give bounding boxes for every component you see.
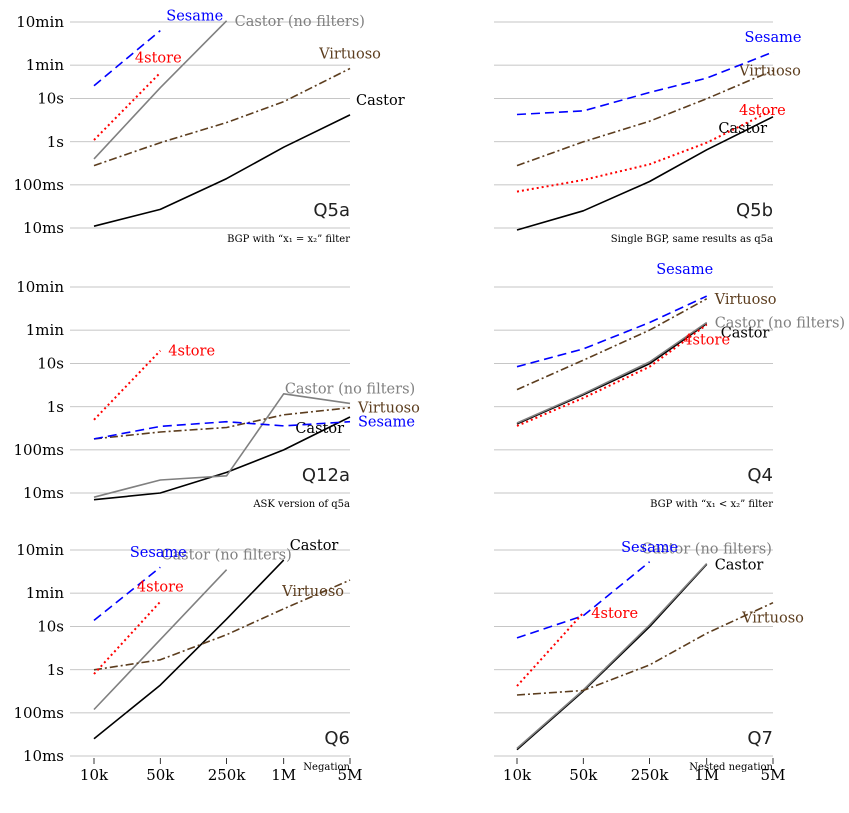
series-label-q4-virtuoso: Virtuoso — [714, 292, 777, 308]
series-line-q7-sesame — [516, 561, 651, 639]
series-line-q5a-sesame — [93, 29, 161, 87]
series-label-q12a-4store: 4store — [168, 344, 215, 360]
series-label-q7-sesame: Sesame — [621, 540, 678, 556]
series-line-q6-sesame — [93, 566, 161, 622]
y-tick-label: 10ms — [23, 747, 64, 765]
series-label-q6-sesame: Sesame — [130, 545, 187, 561]
series-line-q4-4store — [516, 323, 708, 427]
series-label-q5b-castor: Castor — [718, 121, 767, 137]
x-tick-label: 50k — [146, 766, 175, 784]
series-label-q4-4store: 4store — [683, 333, 730, 349]
series-label-q6-castor: Castor — [290, 538, 339, 554]
y-tick-label: 1s — [47, 133, 64, 151]
series-line-q6-virtuoso — [93, 579, 351, 671]
x-tick-label: 250k — [631, 766, 670, 784]
panel-subtitle: Nested negation — [689, 762, 773, 773]
series-line-q4-sesame — [516, 295, 708, 368]
panel-q5a: 10ms 100ms 1s 10s 1min 10min Castor Castor (no … — [13, 9, 404, 245]
series-label-q4-sesame: Sesame — [656, 262, 713, 278]
y-tick-label: 1min — [26, 321, 65, 339]
series-line-q4-castor-no-filters — [516, 321, 708, 424]
y-tick-label: 100ms — [13, 704, 64, 722]
y-tick-label: 1s — [47, 661, 64, 679]
series-label-q7-castor-no-filters: Castor (no filters) — [642, 542, 772, 558]
series-label-q5a-castor: Castor — [356, 93, 405, 109]
panel-title: Q5a — [313, 200, 350, 221]
panel-subtitle: BGP with “x₁ < x₂” filter — [650, 499, 773, 510]
panel-title: Q5b — [736, 200, 773, 221]
x-tick-label: 1M — [271, 766, 296, 784]
series-line-q5b-sesame — [516, 51, 774, 116]
panel-q5b: Castor Virtuoso Sesame 4store Q5b Single BGP,… — [494, 21, 802, 245]
series-label-q5a-4store: 4store — [135, 51, 182, 67]
series-line-q7-virtuoso — [516, 601, 774, 696]
series-line-q4-virtuoso — [516, 298, 708, 391]
series-label-q12a-sesame: Sesame — [358, 415, 415, 431]
y-tick-label: 10s — [37, 618, 64, 636]
series-line-q12a-4store — [93, 350, 162, 421]
series-label-q6-4store: 4store — [137, 580, 184, 596]
panel-subtitle: Single BGP, same results as q5a — [611, 234, 773, 245]
x-tick-label: 250k — [208, 766, 247, 784]
series-label-q12a-virtuoso: Virtuoso — [357, 401, 420, 417]
y-tick-label: 1s — [47, 398, 64, 416]
series-line-q5a-4store — [93, 71, 162, 141]
x-tick-label: 1M — [694, 766, 719, 784]
x-tick-label: 10k — [503, 766, 532, 784]
y-tick-label: 1min — [26, 56, 65, 74]
y-tick-label: 10min — [16, 13, 64, 31]
y-tick-label: 10ms — [23, 484, 64, 502]
series-line-q4-castor — [516, 322, 708, 425]
panel-subtitle: ASK version of q5a — [252, 499, 350, 510]
y-tick-label: 10min — [16, 541, 64, 559]
series-label-q5b-virtuoso: Virtuoso — [738, 63, 801, 79]
series-label-q5b-4store: 4store — [739, 103, 786, 119]
series-label-q7-4store: 4store — [591, 606, 638, 622]
series-label-q12a-castor-no-filters: Castor (no filters) — [285, 381, 415, 397]
series-line-q5a-castor — [93, 114, 351, 227]
series-label-q5a-sesame: Sesame — [166, 9, 223, 25]
y-tick-label: 10s — [37, 355, 64, 373]
series-line-q5b-virtuoso — [516, 69, 774, 167]
series-line-q7-4store — [516, 612, 585, 687]
x-tick-label: 5M — [761, 766, 786, 784]
panel-title: Q6 — [324, 728, 350, 749]
y-tick-label: 10ms — [23, 219, 64, 237]
series-label-q5a-castor-no-filters: Castor (no filters) — [235, 14, 365, 30]
y-tick-label: 100ms — [13, 441, 64, 459]
series-label-q5b-sesame: Sesame — [745, 30, 802, 46]
panel-title: Q7 — [747, 728, 773, 749]
series-label-q6-virtuoso: Virtuoso — [281, 584, 344, 600]
y-tick-label: 10s — [37, 90, 64, 108]
series-label-q4-castor: Castor — [721, 326, 770, 342]
series-line-q7-castor-no-filters — [516, 563, 708, 750]
panel-title: Q12a — [302, 465, 350, 486]
y-tick-label: 100ms — [13, 176, 64, 194]
x-tick-label: 10k — [80, 766, 109, 784]
series-line-q5a-castor-no-filters — [93, 20, 228, 160]
panel-subtitle: BGP with “x₁ = x₂” filter — [227, 234, 350, 245]
series-label-q6-castor-no-filters: Castor (no filters) — [161, 548, 291, 564]
y-tick-label: 10min — [16, 278, 64, 296]
series-line-q6-4store — [93, 601, 162, 675]
series-label-q5a-virtuoso: Virtuoso — [318, 47, 381, 63]
panel-subtitle: Negation — [303, 762, 350, 773]
series-label-q7-castor: Castor — [715, 557, 764, 573]
panel-title: Q4 — [747, 465, 773, 486]
series-line-q7-castor — [516, 563, 708, 751]
series-label-q7-virtuoso: Virtuoso — [741, 611, 804, 627]
y-tick-label: 1min — [26, 584, 65, 602]
series-line-q6-castor — [93, 559, 285, 740]
x-tick-label: 50k — [569, 766, 598, 784]
series-label-q4-castor-no-filters: Castor (no filters) — [715, 316, 845, 332]
x-tick-label: 5M — [338, 766, 363, 784]
